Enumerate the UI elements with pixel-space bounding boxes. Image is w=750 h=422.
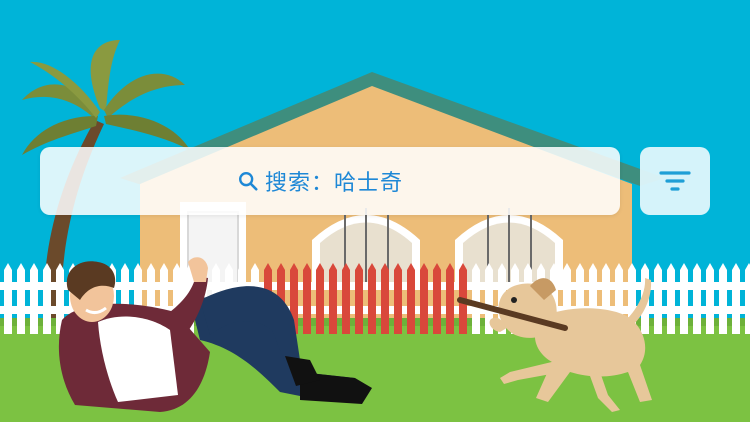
fence-picket — [472, 263, 480, 334]
man-illustration — [58, 257, 372, 412]
fence-picket — [342, 263, 350, 334]
fence-picket — [368, 263, 376, 334]
filter-button[interactable] — [640, 147, 710, 215]
search-content: 搜索：哈士奇 — [237, 165, 403, 197]
fence-picket — [56, 263, 64, 334]
fence-picket — [4, 263, 12, 334]
fence-picket — [706, 263, 714, 334]
fence-picket — [732, 263, 740, 334]
fence-picket — [446, 263, 454, 334]
search-bar[interactable]: 搜索：哈士奇 — [40, 147, 620, 215]
fence-picket — [719, 263, 727, 334]
fence-picket — [43, 263, 51, 334]
fence-picket — [485, 263, 493, 334]
fence-picket — [680, 263, 688, 334]
dog-illustration — [457, 278, 652, 412]
fence-picket — [745, 263, 750, 334]
fence-picket — [420, 263, 428, 334]
fence-picket — [316, 263, 324, 334]
fence-picket — [407, 263, 415, 334]
fence-picket — [394, 263, 402, 334]
fence-picket — [654, 263, 662, 334]
fence-picket — [667, 263, 675, 334]
fence-picket — [693, 263, 701, 334]
fence-picket — [30, 263, 38, 334]
fence-picket — [17, 263, 25, 334]
fence-picket — [381, 263, 389, 334]
fence-picket — [303, 263, 311, 334]
fence-picket — [329, 263, 337, 334]
fence-picket — [355, 263, 363, 334]
search-icon — [239, 172, 258, 191]
fence-picket — [433, 263, 441, 334]
search-label: 搜索：哈士奇 — [264, 171, 403, 196]
filter-icon — [659, 171, 691, 191]
